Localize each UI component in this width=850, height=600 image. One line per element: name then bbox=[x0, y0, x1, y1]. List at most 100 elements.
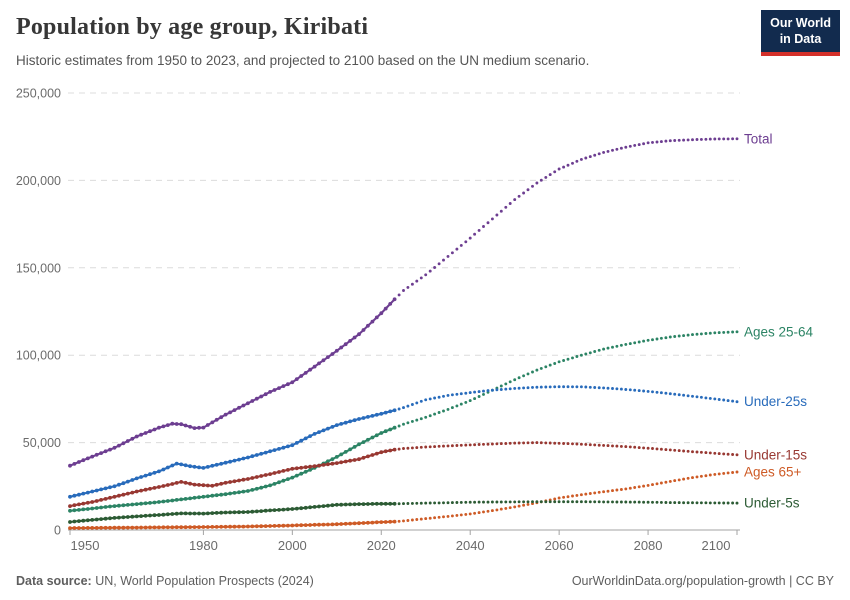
data-point bbox=[303, 505, 308, 510]
series-line-historic bbox=[69, 298, 396, 467]
projected-data-point bbox=[615, 444, 619, 448]
series-under-5s[interactable] bbox=[68, 500, 739, 524]
data-point bbox=[326, 459, 330, 464]
projected-data-point bbox=[619, 343, 623, 347]
data-point bbox=[281, 469, 286, 473]
data-point bbox=[330, 503, 335, 508]
data-point bbox=[205, 465, 210, 469]
data-point bbox=[219, 510, 224, 515]
projected-data-point bbox=[713, 331, 717, 335]
data-point bbox=[68, 520, 72, 524]
projected-data-point bbox=[708, 501, 712, 505]
owid-logo-line2: in Data bbox=[779, 31, 822, 46]
projected-data-point bbox=[539, 500, 543, 504]
data-point bbox=[370, 502, 375, 506]
series-label-under-5s[interactable]: Under-5s bbox=[744, 496, 800, 511]
projected-data-point bbox=[397, 519, 401, 523]
projected-data-point bbox=[633, 500, 637, 504]
data-point bbox=[85, 507, 90, 511]
projected-data-point bbox=[731, 399, 735, 403]
data-point bbox=[370, 414, 375, 418]
data-point bbox=[241, 403, 246, 408]
projected-data-point bbox=[522, 374, 526, 378]
data-point bbox=[179, 511, 184, 516]
data-point bbox=[94, 526, 99, 530]
projected-data-point bbox=[477, 390, 481, 394]
series-under-15s[interactable] bbox=[68, 441, 739, 508]
projected-data-point bbox=[602, 347, 606, 351]
series-label-under-15s[interactable]: Under-15s bbox=[744, 447, 807, 462]
projected-data-point bbox=[504, 387, 508, 391]
data-point bbox=[241, 456, 246, 461]
owid-logo[interactable]: Our World in Data bbox=[761, 10, 840, 57]
projected-data-point bbox=[682, 393, 686, 397]
data-point bbox=[237, 478, 241, 483]
x-tick-label: 2100 bbox=[702, 538, 731, 553]
data-point bbox=[103, 505, 108, 509]
projected-data-point bbox=[566, 495, 570, 499]
data-point bbox=[130, 502, 135, 507]
projected-data-point bbox=[410, 403, 414, 406]
data-point bbox=[143, 431, 148, 435]
data-point bbox=[308, 505, 312, 510]
series-label-total[interactable]: Total bbox=[744, 131, 773, 146]
projected-data-point bbox=[499, 388, 503, 391]
data-point bbox=[188, 481, 193, 486]
projected-data-point bbox=[482, 500, 485, 504]
series-total[interactable] bbox=[68, 137, 739, 468]
series-under-25s[interactable] bbox=[68, 385, 739, 499]
projected-data-point bbox=[602, 386, 606, 390]
data-point bbox=[68, 508, 72, 513]
projected-data-point bbox=[731, 501, 735, 505]
data-point bbox=[250, 399, 255, 403]
data-point bbox=[388, 302, 393, 306]
series-label-ages-65-[interactable]: Ages 65+ bbox=[744, 464, 802, 479]
projected-data-point bbox=[468, 236, 472, 240]
projected-data-point bbox=[490, 442, 494, 446]
data-point bbox=[152, 470, 157, 475]
projected-data-point bbox=[664, 336, 668, 340]
projected-data-point bbox=[646, 500, 650, 504]
projected-data-point bbox=[735, 400, 739, 404]
data-point bbox=[286, 468, 290, 472]
data-point bbox=[268, 472, 272, 476]
data-point bbox=[250, 524, 255, 529]
data-point bbox=[99, 525, 103, 530]
data-point bbox=[210, 483, 215, 488]
projected-data-point bbox=[455, 392, 459, 396]
data-point bbox=[330, 352, 335, 356]
data-point bbox=[299, 438, 304, 443]
data-point bbox=[90, 518, 95, 522]
projected-data-point bbox=[735, 501, 739, 505]
projected-data-point bbox=[468, 500, 472, 504]
data-point bbox=[334, 423, 339, 427]
series-label-ages-25-64[interactable]: Ages 25-64 bbox=[744, 324, 814, 339]
projected-data-point bbox=[424, 445, 428, 449]
series-ages-65-[interactable] bbox=[68, 470, 739, 530]
owid-url-link[interactable]: OurWorldinData.org/population-growth | C… bbox=[571, 574, 834, 588]
projected-data-point bbox=[624, 342, 628, 346]
data-point bbox=[339, 345, 344, 350]
projected-data-point bbox=[486, 509, 490, 513]
series-label-under-25s[interactable]: Under-25s bbox=[744, 394, 807, 409]
projected-data-point bbox=[659, 140, 663, 144]
data-point bbox=[192, 482, 197, 487]
owid-logo-line1: Our World bbox=[770, 16, 831, 30]
projected-data-point bbox=[584, 500, 588, 504]
projected-data-point bbox=[504, 500, 508, 504]
data-point bbox=[219, 524, 224, 529]
projected-data-point bbox=[646, 141, 650, 145]
data-point bbox=[272, 388, 277, 392]
data-point bbox=[254, 453, 259, 457]
data-point bbox=[228, 480, 233, 484]
projected-data-point bbox=[517, 500, 521, 504]
projected-data-point bbox=[495, 213, 499, 217]
data-point bbox=[210, 420, 215, 425]
data-point bbox=[348, 502, 352, 507]
data-point bbox=[134, 502, 139, 506]
data-point bbox=[210, 525, 215, 529]
projected-data-point bbox=[699, 474, 703, 478]
projected-data-point bbox=[646, 446, 650, 450]
